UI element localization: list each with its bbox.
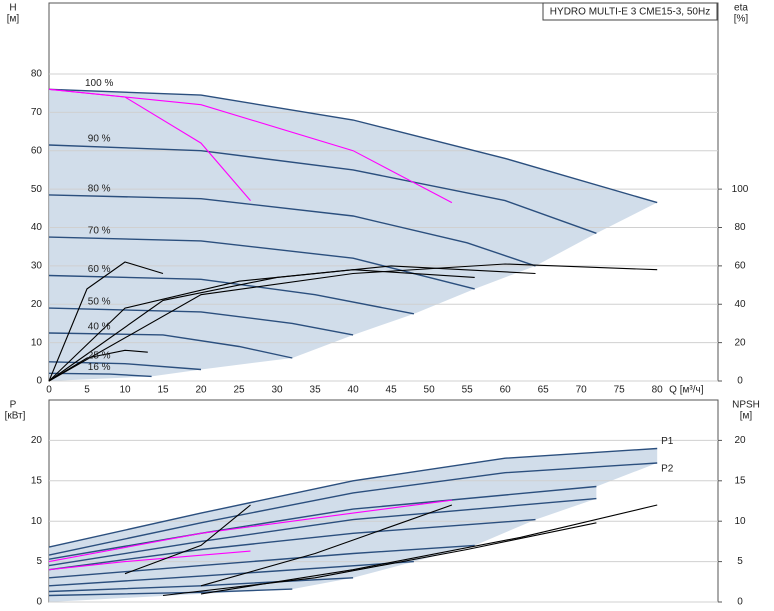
- y-tick-label: 80: [31, 69, 43, 80]
- operating-region: [49, 448, 658, 602]
- curve: [48, 499, 452, 563]
- y-tick-label: 10: [31, 516, 43, 527]
- curve: [48, 518, 536, 571]
- curve-label: 25 %: [88, 350, 111, 361]
- y-label: P: [10, 400, 17, 411]
- x-tick-label: 40: [348, 385, 360, 396]
- x-tick-label: 60: [500, 385, 512, 396]
- y-tick-label: 15: [31, 475, 43, 486]
- curve-label: 80 %: [88, 184, 111, 195]
- y-tick-label: 0: [36, 597, 42, 608]
- y-tick-label: 30: [31, 261, 43, 272]
- y-tick-label: 50: [31, 184, 43, 195]
- y2-unit: [м]: [740, 411, 753, 422]
- y2-tick-label: 0: [737, 376, 743, 387]
- curve: [162, 522, 597, 597]
- x-tick-label: 55: [462, 385, 474, 396]
- x-tick-label: 80: [652, 385, 664, 396]
- chart-title: HYDRO MULTI-E 3 CME15-3, 50Hz: [550, 7, 710, 18]
- y2-label: NPSH: [732, 400, 760, 411]
- labels-layer: 0 5 10 15 20 25 30 35 40 45 50 55 60 65 70 75 80 Q [м³/ч]…: [31, 69, 749, 608]
- marks-layer: [48, 88, 658, 597]
- y-tick-label: 10: [31, 337, 43, 348]
- y-unit: [кВт]: [5, 411, 26, 422]
- curve-label: P1: [661, 436, 674, 447]
- y-tick-label: 0: [36, 376, 42, 387]
- x-label: Q [м³/ч]: [669, 385, 704, 396]
- curve-label: 50 %: [88, 297, 111, 308]
- y-tick-label: 60: [31, 145, 43, 156]
- x-tick-label: 65: [538, 385, 550, 396]
- curve: [200, 504, 453, 587]
- y2-unit: [%]: [734, 14, 749, 25]
- curve-label: 70 %: [88, 226, 111, 237]
- curve: [48, 194, 536, 267]
- y-tick-label: 5: [36, 556, 42, 567]
- y2-tick-label: 0: [737, 597, 743, 608]
- curve-label: 90 %: [88, 134, 111, 145]
- y2-tick-label: 80: [734, 222, 746, 233]
- curve: [48, 544, 475, 579]
- curve: [48, 588, 293, 597]
- curve: [48, 560, 414, 587]
- curve: [48, 372, 152, 378]
- y2-tick-label: 40: [734, 299, 746, 310]
- y2-tick-label: 15: [734, 475, 746, 486]
- y2-tick-label: 60: [734, 261, 746, 272]
- x-tick-label: 70: [576, 385, 588, 396]
- y-tick-label: 70: [31, 107, 43, 118]
- curve: [48, 307, 354, 336]
- curve: [48, 550, 251, 571]
- y-label: H: [9, 3, 16, 14]
- x-tick-label: 30: [272, 385, 284, 396]
- curve: [48, 269, 475, 382]
- y2-tick-label: 20: [734, 435, 746, 446]
- operating-region: [49, 89, 658, 381]
- curve: [48, 263, 658, 382]
- curve-label: P2: [661, 464, 674, 475]
- x-tick-label: 20: [195, 385, 207, 396]
- x-tick-label: 45: [386, 385, 398, 396]
- y2-tick-label: 100: [732, 184, 749, 195]
- curve-label: 16 %: [88, 362, 111, 373]
- y2-tick-label: 5: [737, 556, 743, 567]
- curve-label: 60 %: [88, 264, 111, 275]
- curve: [48, 144, 597, 234]
- y2-tick-label: 10: [734, 516, 746, 527]
- x-tick-label: 75: [614, 385, 626, 396]
- title-box: [542, 2, 718, 21]
- curve: [48, 88, 453, 204]
- y-tick-label: 40: [31, 222, 43, 233]
- x-tick-label: 15: [157, 385, 169, 396]
- curve: [48, 349, 148, 382]
- y-tick-label: 20: [31, 299, 43, 310]
- y2-tick-label: 20: [734, 337, 746, 348]
- x-tick-label: 35: [310, 385, 322, 396]
- x-tick-label: 5: [84, 385, 90, 396]
- y2-label: eta: [734, 3, 748, 14]
- y-unit: [м]: [7, 14, 20, 25]
- curve: [48, 88, 658, 204]
- x-tick-label: 25: [233, 385, 245, 396]
- x-tick-label: 10: [119, 385, 131, 396]
- curve: [48, 332, 293, 359]
- curve: [48, 447, 658, 548]
- x-tick-label: 50: [424, 385, 436, 396]
- x-tick-label: 0: [46, 385, 52, 396]
- curve: [48, 261, 164, 382]
- curve-label: 40 %: [88, 322, 111, 333]
- curve: [48, 462, 658, 556]
- curve: [124, 504, 251, 575]
- curve: [48, 485, 597, 560]
- curve: [48, 497, 597, 567]
- y-tick-label: 20: [31, 435, 43, 446]
- curve-label: 100 %: [85, 78, 113, 89]
